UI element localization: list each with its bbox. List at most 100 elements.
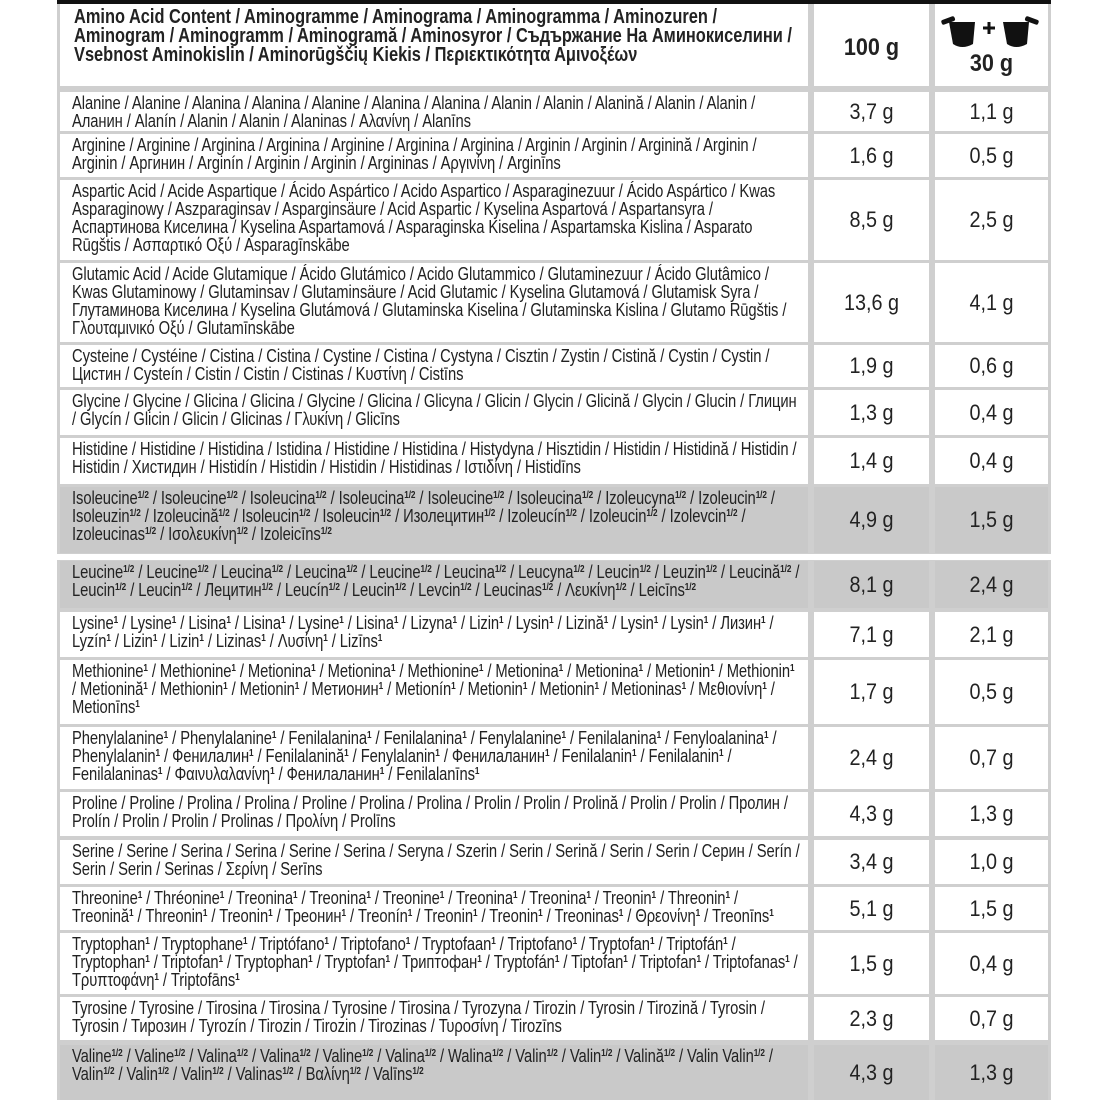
name-text: / Fenilalanina: [371, 728, 463, 748]
footnote-mark: 1: [137, 890, 143, 901]
footnote-mark: 1: [268, 908, 273, 919]
header-title: Amino Acid Content / Aminogramme / Amino…: [74, 6, 792, 66]
name-text: / Leucin: [72, 562, 800, 600]
name-text: / Izoleicīns: [247, 524, 321, 544]
name-text: / Valin: [72, 1046, 773, 1084]
footnote-mark: 1: [769, 908, 774, 919]
footnote-mark: 1/2: [261, 582, 273, 593]
per-100-cell: 1,6 g: [814, 134, 929, 177]
amino-name-cell: Serine / Serine / Serina / Serina / Seri…: [60, 840, 808, 884]
per-serving-value: 0,6 g: [969, 353, 1014, 378]
name-text: / Fenilalanin: [549, 746, 633, 766]
footnote-mark: 1/2: [460, 582, 472, 593]
per-100-value: 1,5 g: [849, 950, 894, 976]
per-100-value: 4,3 g: [849, 1059, 894, 1085]
footnote-mark: 1: [703, 615, 709, 626]
footnote-mark: 1: [452, 615, 458, 626]
amino-name: Phenylalanine1 / Phenylalanine1 / Fenila…: [72, 729, 802, 783]
per-serving-cell: 1,0 g: [935, 840, 1048, 884]
footnote-mark: 1: [293, 890, 298, 901]
name-text: / Leucine: [357, 562, 421, 582]
per-100-value: 3,4 g: [849, 849, 894, 874]
per-serving-cell: 0,7 g: [935, 997, 1048, 1040]
per-serving-value: 1,1 g: [969, 98, 1014, 124]
footnote-mark: 1: [143, 681, 148, 692]
name-text: Lysine: [72, 613, 114, 633]
footnote-mark: 1/2: [705, 564, 717, 575]
footnote-mark: 1/2: [299, 508, 311, 519]
name-text: / Τρυπτοφάνη: [72, 952, 798, 990]
per-100-cell: 8,5 g: [814, 180, 929, 260]
name-text: / Treonina: [297, 888, 367, 908]
footnote-mark: 1/2: [494, 564, 507, 575]
footnote-mark: 1: [695, 908, 701, 919]
amino-name-cell: Tyrosine / Tyrosine / Tirosina / Tirosin…: [60, 997, 808, 1040]
amino-name-cell: Lysine1 / Lysine1 / Lisina1 / Lisina1 / …: [60, 612, 808, 657]
footnote-mark: 1/2: [346, 564, 358, 575]
footnote-mark: 1: [324, 936, 329, 947]
per-100-value: 3,7 g: [849, 98, 894, 124]
per-serving-value: 0,5 g: [969, 679, 1014, 704]
footnote-mark: 1/2: [181, 582, 193, 593]
name-text: / Treonina: [517, 888, 587, 908]
name-text: / Izoleucină: [140, 506, 219, 526]
amino-name: Tryptophan1 / Tryptophane1 / Triptófano1…: [72, 935, 802, 989]
footnote-mark: 1/2: [212, 1066, 224, 1077]
name-text: / Metionina: [563, 661, 639, 681]
footnote-mark: 1: [558, 663, 564, 674]
name-text: / Λευκίνη: [553, 580, 616, 600]
amino-name: Alanine / Alanine / Alanina / Alanina / …: [72, 94, 802, 130]
footnote-mark: 1: [294, 681, 300, 692]
per-serving-value: 1,0 g: [969, 849, 1014, 874]
scoop-icon: [941, 16, 1039, 47]
name-text: / Treonīns: [700, 906, 770, 926]
name-text: / Treonin: [412, 906, 473, 926]
name-text: / Triptofāns: [158, 970, 236, 990]
name-text: / Fenyloalanina: [661, 728, 765, 748]
per-100-value: 8,5 g: [849, 207, 894, 232]
amino-name: Leucine1/2 / Leucine1/2 / Leucina1/2 / L…: [72, 563, 802, 599]
per-serving-cell: 0,4 g: [935, 390, 1048, 435]
name-text: / Valīns: [360, 1064, 413, 1084]
footnote-mark: 1: [385, 954, 390, 965]
footnote-mark: 1/2: [484, 508, 496, 519]
name-text: / Phenylalanin: [72, 728, 777, 766]
name-text: / Izoleucín: [495, 506, 566, 526]
footnote-mark: 1/2: [299, 1048, 311, 1059]
footnote-mark: 1: [499, 615, 504, 626]
footnote-mark: 1: [261, 633, 266, 644]
per-serving-cell: 1,3 g: [935, 1045, 1048, 1100]
per-serving-cell: 4,1 g: [935, 263, 1048, 342]
footnote-mark: 1: [474, 766, 480, 777]
footnote-mark: 1: [231, 663, 236, 674]
footnote-mark: 1: [339, 615, 344, 626]
name-text: / Fenilalaninas: [72, 746, 732, 784]
per-100-value: 1,4 g: [849, 448, 894, 473]
footnote-mark: 1: [439, 890, 445, 901]
name-text: / Tryptofaan: [410, 934, 492, 954]
name-text: / Фенилаланин: [274, 764, 380, 784]
footnote-mark: 1: [623, 954, 628, 965]
amino-name-cell: Threonine1 / Thréonine1 / Treonina1 / Tr…: [60, 887, 808, 930]
footnote-mark: 1: [341, 908, 346, 919]
footnote-mark: 1/2: [236, 1048, 248, 1059]
name-text: / Methionine: [147, 661, 232, 681]
name-text: / Tryptofan: [577, 934, 650, 954]
footnote-mark: 1/2: [320, 526, 332, 537]
footnote-mark: 1: [681, 681, 687, 692]
name-text: Phenylalanine: [72, 728, 164, 748]
footnote-mark: 1/2: [115, 582, 127, 593]
per-serving-cell: 1,3 g: [935, 792, 1048, 836]
footnote-mark: 1/2: [753, 1048, 765, 1059]
footnote-mark: 1: [603, 615, 609, 626]
footnote-mark: 1: [145, 936, 150, 947]
amino-name: Methionine1 / Methionine1 / Metionina1 /…: [72, 662, 802, 716]
name-text: / Metionín: [383, 679, 452, 699]
footnote-mark: 1/2: [573, 564, 585, 575]
footnote-mark: 1: [561, 730, 566, 741]
footnote-mark: 1: [202, 908, 208, 919]
name-text: / Tryptofan: [312, 952, 386, 972]
footnote-mark: 1: [544, 748, 550, 759]
footnote-mark: 1: [219, 890, 225, 901]
name-text: / Ισολευκίνη: [156, 524, 237, 544]
